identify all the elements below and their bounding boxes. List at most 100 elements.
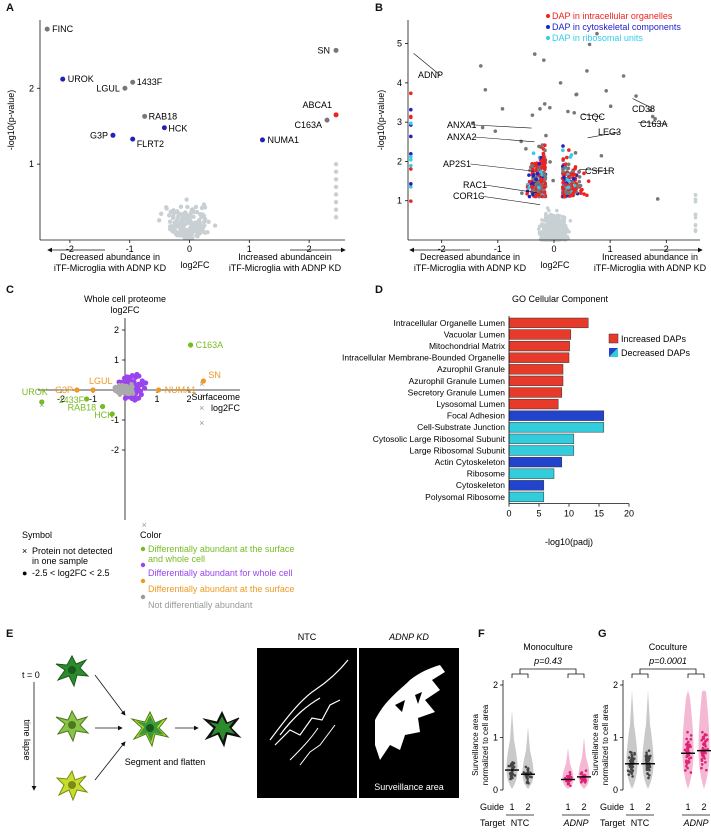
b-background-point xyxy=(549,229,554,234)
a-background-point xyxy=(194,209,200,215)
c-y-tick-label: 2 xyxy=(114,325,119,335)
g-dot xyxy=(700,738,704,742)
b-dap-point xyxy=(544,133,548,138)
b-background-point xyxy=(550,218,555,223)
a-background-point xyxy=(168,209,173,214)
g-dot xyxy=(630,753,634,757)
b-dap-point xyxy=(520,191,524,195)
b-dap-point xyxy=(537,167,541,172)
b-dap-point xyxy=(543,148,547,153)
a-x-tick-label: -1 xyxy=(126,244,134,254)
c-y-tick-label: -2 xyxy=(111,445,119,455)
g-dot xyxy=(706,747,709,751)
b-y-tick-label: 5 xyxy=(397,39,402,49)
g-target-ntc: NTC xyxy=(631,818,650,828)
b-background-point xyxy=(561,237,566,242)
d-category-label: Mitochondrial Matrix xyxy=(429,341,506,351)
b-ticks: -2 -1 0 1 2 1 2 3 4 5 xyxy=(397,39,669,254)
b-edge-point xyxy=(409,163,413,168)
f-ticks: 0 1 2 xyxy=(493,680,503,795)
b-dap-point xyxy=(537,144,541,149)
panel-letter-a: A xyxy=(6,2,14,14)
b-leader-line xyxy=(474,136,535,143)
b-dap-point xyxy=(483,87,488,92)
a-point-urok xyxy=(60,76,66,82)
scatter-plot-c: Whole cell proteome log2FC -2 -1 1 2 2 1 -1-2 … xyxy=(22,294,295,610)
g-dot xyxy=(645,756,649,760)
d-category-label: Focal Adhesion xyxy=(447,411,505,421)
b-edge-point xyxy=(409,182,413,186)
b-dap-point xyxy=(519,139,523,144)
g-ticks: 0 1 2 xyxy=(613,680,623,795)
d-bar xyxy=(508,352,570,363)
b-dap-point xyxy=(648,108,653,113)
g-y-tick-label: 1 xyxy=(613,733,618,743)
b-background-point xyxy=(546,214,550,219)
f-y-tick-label: 2 xyxy=(493,680,498,690)
b-label-c1qc: C1QC xyxy=(580,112,606,122)
a-x-tick-label: 2 xyxy=(307,244,312,254)
a-background-point xyxy=(333,192,339,197)
a-point-abca1 xyxy=(333,112,339,118)
b-edge-point xyxy=(409,157,413,162)
d-category-label: Intracellular Organelle Lumen xyxy=(393,318,505,328)
a-point-label: FINC xyxy=(52,24,73,34)
c-x-tick-label: -2 xyxy=(57,394,65,404)
ntc-image xyxy=(257,648,357,798)
b-legend-text: DAP in intracellular organelles xyxy=(552,11,673,21)
b-dap-point xyxy=(566,166,571,171)
a-y-tick-label: 1 xyxy=(29,159,34,169)
d-bar xyxy=(508,468,555,479)
a-background-point xyxy=(167,219,173,224)
g-dot xyxy=(630,772,634,775)
c-grey-point xyxy=(127,385,132,391)
a-y-tick-label: 2 xyxy=(29,83,34,93)
b-background-point xyxy=(556,233,561,238)
panel-letter-g: G xyxy=(598,628,607,640)
b-background-point xyxy=(554,215,559,220)
g-dot xyxy=(631,760,635,764)
b-dap-point xyxy=(561,180,565,185)
g-dot xyxy=(684,764,688,768)
b-dap-point xyxy=(566,109,570,114)
d-category-label: Lysosomal Lumen xyxy=(436,399,505,409)
b-dap-point xyxy=(582,192,586,196)
b-dap-point xyxy=(577,175,582,179)
b-x-tick-label: 1 xyxy=(608,244,613,254)
a-right-caption-1: Increased abundancein xyxy=(238,252,332,262)
cell-icon-2 xyxy=(55,709,90,743)
b-leader-line xyxy=(474,124,532,129)
c-purple-point xyxy=(122,395,129,401)
f-guide-number: 2 xyxy=(581,802,586,812)
g-dot xyxy=(648,774,651,777)
b-background-point xyxy=(536,227,541,231)
c-point-label: G3P xyxy=(55,385,73,395)
violin-plot-g: Coculture p=0.0001 0 1 2 Surveillance area… xyxy=(591,642,711,828)
panel-letter-b: B xyxy=(375,2,383,14)
d-bar xyxy=(508,456,563,468)
b-dap-point xyxy=(608,104,613,109)
g-dot xyxy=(703,757,706,760)
a-background-point xyxy=(333,199,339,205)
g-dot xyxy=(700,763,704,766)
g-dot xyxy=(685,749,688,753)
b-background-point xyxy=(544,211,548,216)
d-category-label: Cell-Substrate Junction xyxy=(417,422,505,432)
b-edge-point xyxy=(693,212,698,217)
f-dot xyxy=(570,776,573,779)
c-point-label: HCK xyxy=(94,410,113,420)
d-category-label: Polysomal Ribosome xyxy=(425,492,505,502)
b-leader-line xyxy=(480,195,541,205)
c-grey-point xyxy=(112,388,118,393)
b-dap-point xyxy=(566,185,571,190)
f-dot xyxy=(584,769,588,772)
a-point-label: SN xyxy=(318,45,331,55)
b-label-leg3: LEG3 xyxy=(598,127,621,137)
a-x-tick-label: -2 xyxy=(66,244,74,254)
a-background-point xyxy=(191,209,197,215)
a-background-point xyxy=(199,205,205,211)
b-label-ap2s1: AP2S1 xyxy=(443,159,471,169)
f-dot xyxy=(511,762,515,766)
g-y-label-2: normalized to cell area xyxy=(601,704,610,785)
